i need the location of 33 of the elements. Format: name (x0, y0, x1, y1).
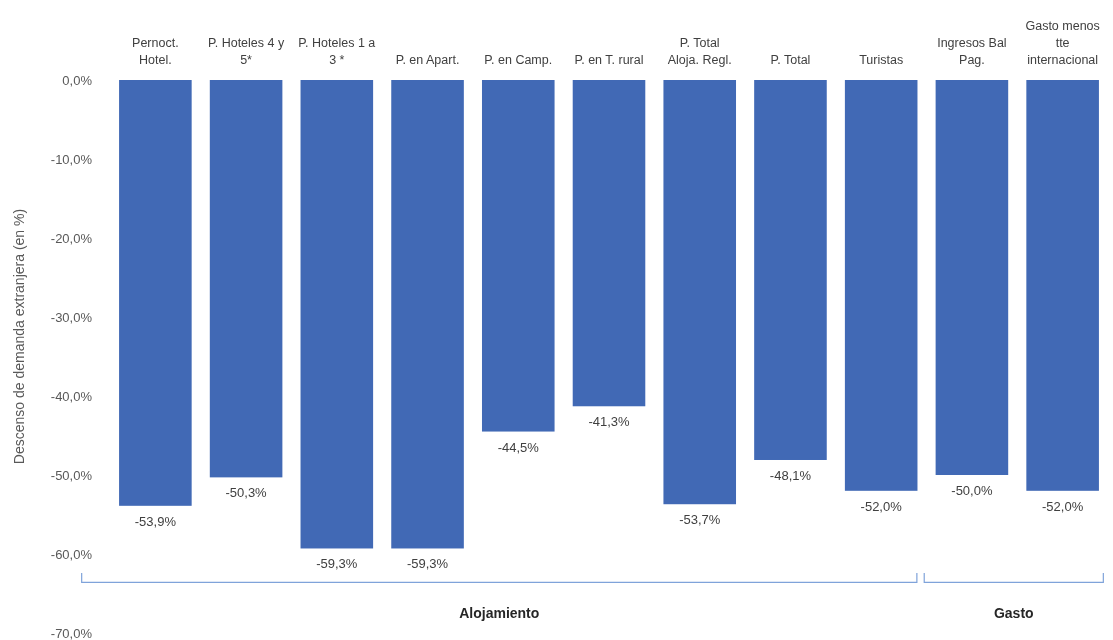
y-tick-label: -50,0% (50, 467, 93, 483)
data-label: -44,5% (497, 439, 540, 455)
x-tick-label: P. Total (770, 53, 811, 67)
x-tick-label: Gasto menos tte internacional (1025, 19, 1100, 67)
data-label: -41,3% (588, 414, 631, 430)
data-label: -59,3% (406, 556, 449, 572)
y-tick-label: -20,0% (50, 230, 93, 246)
x-tick-label: P. en Camp. (484, 53, 553, 67)
annotation: Gasto (993, 605, 1034, 621)
y-tick-label: 0,0% (62, 72, 93, 88)
y-tick-label: -40,0% (50, 388, 93, 404)
y-tick-label: -10,0% (50, 151, 93, 167)
data-label: -52,0% (860, 498, 903, 514)
x-tick-label: P. Hoteles 4 y 5* (207, 36, 285, 67)
x-tick-label: P. Hoteles 1 a 3 * (298, 36, 376, 67)
x-tick-label: P. en T. rural (574, 53, 644, 67)
x-tick-label: P. Total Aloja. Regl. (667, 36, 732, 67)
x-tick-label: Ingresos Bal Pag. (937, 36, 1007, 67)
annotation: Alojamiento (459, 605, 540, 621)
data-label: -53,9% (134, 513, 177, 529)
y-tick-label: -70,0% (50, 625, 93, 640)
data-label: -59,3% (316, 556, 358, 572)
y-tick-label: -30,0% (50, 309, 93, 325)
x-tick-label: P. en Apart. (395, 53, 460, 67)
x-tick-label: Pernoct. Hotel. (132, 36, 179, 67)
x-tick-label: Turistas (859, 53, 904, 67)
data-label: -48,1% (769, 467, 812, 483)
y-axis-title: Descenso de demanda extranjera (en %) (11, 208, 27, 465)
data-label: -50,3% (225, 485, 268, 501)
data-label: -53,7% (679, 512, 721, 528)
data-label: -52,0% (1042, 498, 1084, 514)
y-tick-label: -60,0% (50, 546, 93, 562)
data-label: -50,0% (951, 483, 993, 498)
